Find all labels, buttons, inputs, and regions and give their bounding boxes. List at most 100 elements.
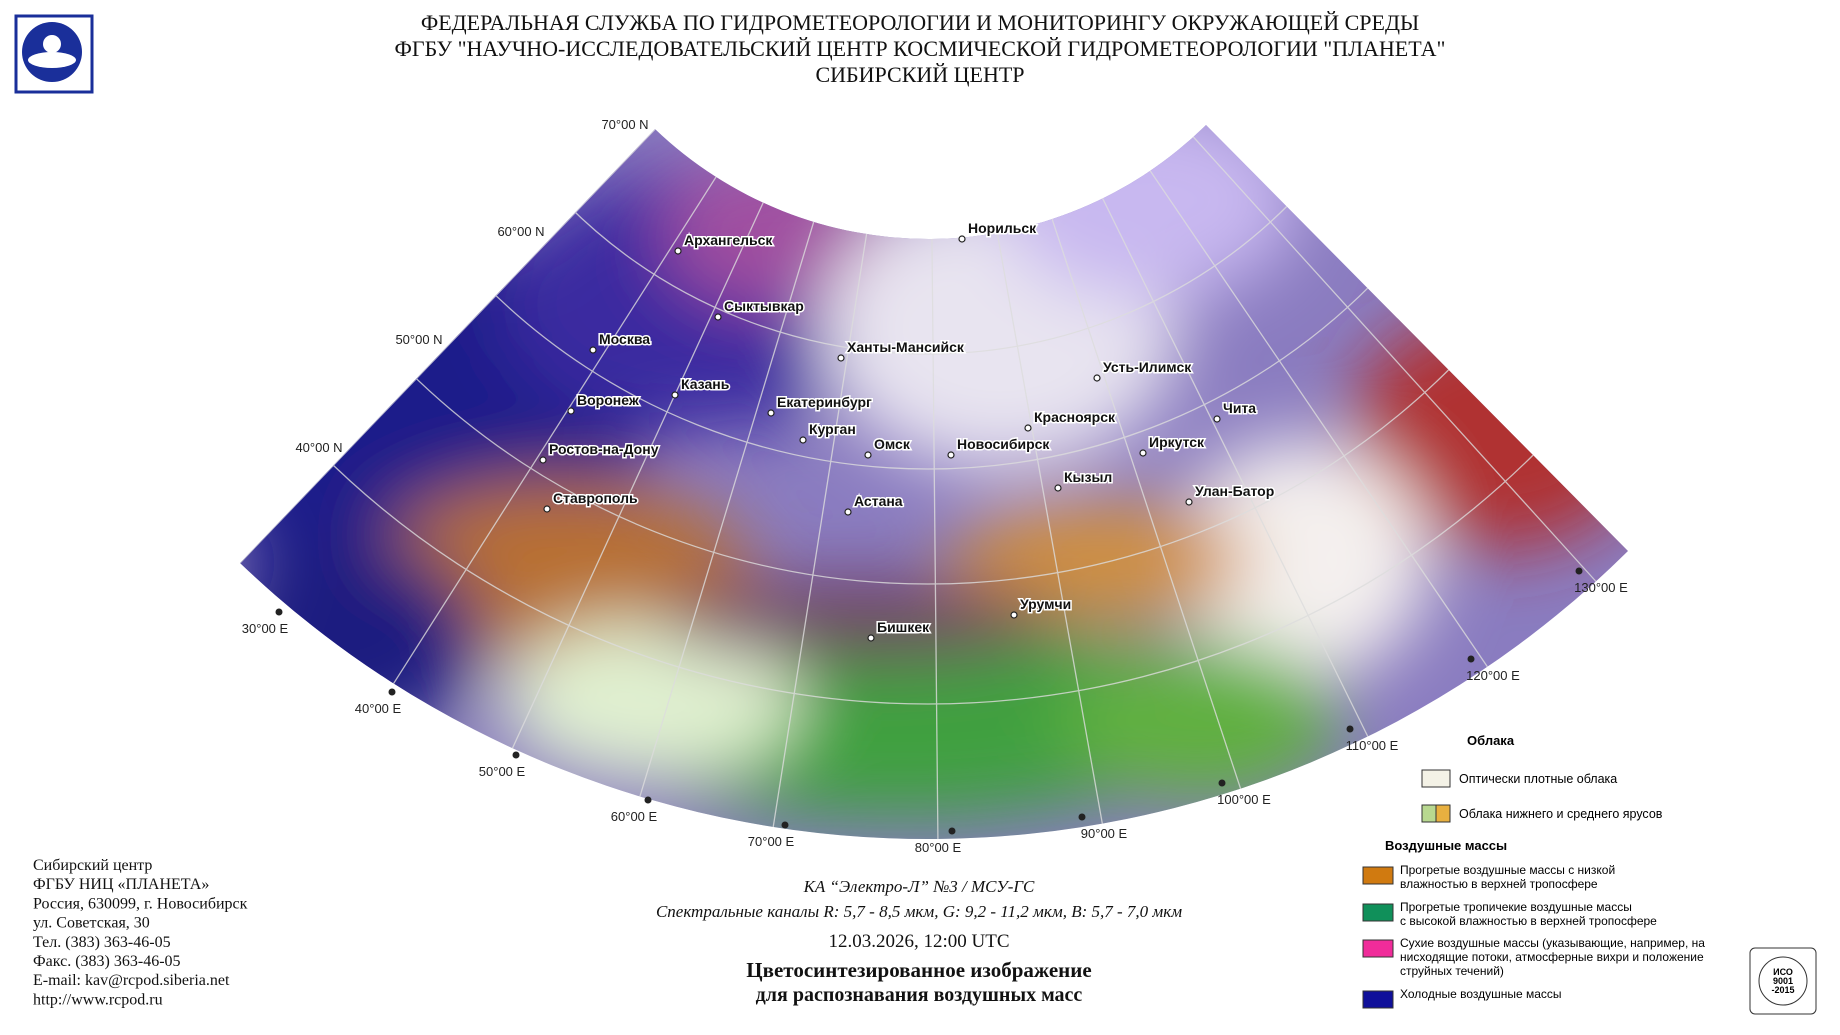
city-label: Ханты-Мансийск [847, 339, 965, 355]
city-dot [1185, 498, 1193, 506]
graticule-labels: 70°00 N 60°00 N 50°00 N 40°00 N 30°00 E 40°00… [242, 117, 1628, 855]
legend-text: Холодные воздушные массы [1400, 987, 1562, 1001]
city-label: Курган [809, 421, 856, 437]
city-dot [864, 451, 872, 459]
grid-label: 70°00 E [748, 834, 795, 849]
contact-line: Тел. (383) 363-46-05 [33, 934, 171, 951]
city-label: Архангельск [684, 232, 773, 248]
legend-swatch [1362, 866, 1394, 885]
legend-swatch [1362, 990, 1394, 1009]
grid-dot [644, 796, 652, 804]
grid-dot [1346, 725, 1354, 733]
grid-dot [1575, 567, 1583, 575]
caption-line: 12.03.2026, 12:00 UTC [828, 931, 1009, 952]
city-dot [1010, 611, 1018, 619]
legend-text: Прогретые воздушные массы с низкой [1400, 863, 1615, 877]
city-label: Сыктывкар [724, 298, 804, 314]
city-label: Урумчи [1020, 596, 1071, 612]
city-label: Екатеринбург [777, 394, 872, 410]
iso-text: ИСО [1773, 967, 1793, 977]
city-dot [543, 505, 551, 513]
caption-line: Цветосинтезированное изображение [746, 958, 1091, 982]
grid-label: 120°00 E [1466, 668, 1520, 683]
city-dot [844, 508, 852, 516]
city-label: Астана [854, 493, 903, 509]
grid-label: 70°00 N [601, 117, 648, 132]
city-label: Иркутск [1149, 434, 1205, 450]
city-label: Ростов-на-Дону [549, 441, 659, 457]
grid-label: 50°00 N [395, 332, 442, 347]
grid-label: 40°00 E [355, 701, 402, 716]
city-dot [1213, 415, 1221, 423]
grid-label: 130°00 E [1574, 580, 1628, 595]
caption-line: Спектральные каналы R: 5,7 - 8,5 мкм, G:… [656, 902, 1182, 921]
city-label: Москва [599, 331, 650, 347]
city-label: Чита [1223, 400, 1256, 416]
city-dot [837, 354, 845, 362]
grid-label: 90°00 E [1081, 826, 1128, 841]
legend-swatch [1362, 939, 1394, 958]
city-label: Красноярск [1034, 409, 1116, 425]
legend: Облака Оптически плотные облака Облака ниж… [1362, 733, 1705, 1009]
contact-line: E-mail: kav@rcpod.siberia.net [33, 972, 230, 989]
grid-label: 30°00 E [242, 621, 289, 636]
city-label: Казань [681, 376, 730, 392]
city-dot [539, 456, 547, 464]
legend-text: Облака нижнего и среднего ярусов [1459, 807, 1663, 821]
city-label: Ставрополь [553, 490, 638, 506]
contact-line: ул. Советская, 30 [33, 915, 150, 932]
grid-label: 60°00 N [497, 224, 544, 239]
city-dot [1054, 484, 1062, 492]
legend-text: Прогретые тропичекие воздушные массы [1400, 900, 1632, 914]
legend-swatch [1421, 804, 1437, 823]
legend-text: влажностью в верхней тропосфере [1400, 877, 1598, 891]
grid-dot [1218, 779, 1226, 787]
contact-line: Факс. (383) 363-46-05 [33, 953, 181, 970]
grid-label: 50°00 E [479, 764, 526, 779]
city-dot [567, 407, 575, 415]
city-dot [714, 313, 722, 321]
city-label: Бишкек [877, 619, 930, 635]
grid-dot [512, 751, 520, 759]
city-dot [671, 391, 679, 399]
city-dot [767, 409, 775, 417]
cities: Архангельск Норильск Сыктывкар Москва Ханты-… [539, 219, 1276, 642]
legend-swatch [1435, 804, 1451, 823]
legend-text: с высокой влажностью в верхней тропосфер… [1400, 914, 1657, 928]
city-dot [958, 235, 966, 243]
city-dot [1024, 424, 1032, 432]
city-dot [589, 346, 597, 354]
grid-label: 60°00 E [611, 809, 658, 824]
legend-swatch [1421, 769, 1451, 788]
grid-label: 80°00 E [915, 840, 962, 855]
city-dot [674, 247, 682, 255]
iso-badge [1749, 947, 1817, 1015]
legend-title: Воздушные массы [1385, 838, 1507, 853]
grid-dot [275, 608, 283, 616]
city-label: Кызыл [1064, 469, 1112, 485]
header-line: ФЕДЕРАЛЬНАЯ СЛУЖБА ПО ГИДРОМЕТЕОРОЛОГИИ … [421, 10, 1419, 35]
contact-line: Сибирский центр [33, 857, 152, 874]
legend-text: нисходящие потоки, атмосферные вихри и п… [1400, 950, 1704, 964]
grid-label: 110°00 E [1346, 738, 1399, 753]
header-line: СИБИРСКИЙ ЦЕНТР [815, 62, 1024, 87]
city-dot [1093, 374, 1101, 382]
caption-line: КА “Электро-Л” №3 / МСУ-ГС [803, 877, 1035, 896]
city-dot [867, 634, 875, 642]
city-label: Воронеж [577, 392, 640, 408]
city-label: Норильск [968, 220, 1037, 236]
contact-line: Россия, 630099, г. Новосибирск [33, 895, 248, 912]
legend-text: струйных течений) [1400, 964, 1504, 978]
legend-text: Оптически плотные облака [1459, 772, 1617, 786]
contact-line: ФГБУ НИЦ «ПЛАНЕТА» [33, 876, 209, 893]
contact-line: http://www.rcpod.ru [33, 991, 163, 1008]
grid-label: 40°00 N [295, 440, 342, 455]
city-label: Новосибирск [957, 436, 1050, 452]
city-label: Улан-Батор [1195, 483, 1274, 499]
header-line: ФГБУ "НАУЧНО-ИССЛЕДОВАТЕЛЬСКИЙ ЦЕНТР КОС… [395, 36, 1446, 61]
grid-dot [948, 827, 956, 835]
satellite-image [240, 125, 1628, 840]
iso-text: 9001 [1773, 976, 1793, 986]
